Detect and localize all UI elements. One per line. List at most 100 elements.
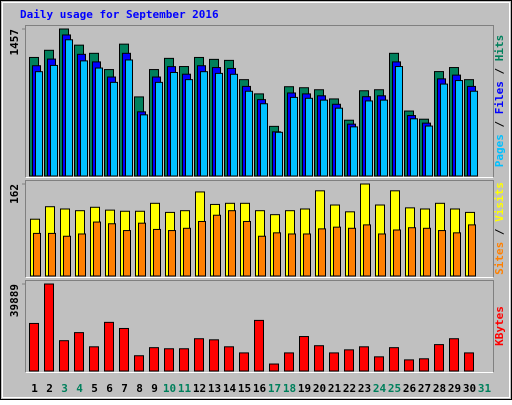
- x-tick-label: 14: [223, 382, 237, 395]
- bar: [438, 230, 446, 277]
- bar: [48, 232, 56, 277]
- bar: [140, 114, 148, 177]
- legend: KBytes: [493, 306, 506, 346]
- bar: [149, 347, 159, 372]
- x-tick-label: 17: [268, 382, 281, 395]
- bar: [119, 327, 129, 372]
- bar: [453, 232, 461, 277]
- bar: [344, 349, 354, 372]
- bar: [449, 338, 459, 372]
- x-tick-label: 31: [478, 382, 492, 395]
- x-tick-label: 5: [91, 382, 98, 395]
- bar: [138, 222, 146, 277]
- bar: [254, 319, 264, 372]
- bar: [185, 79, 193, 177]
- bar: [93, 221, 101, 277]
- bar: [179, 348, 189, 372]
- legend: Sites / Visits: [493, 182, 506, 275]
- bar: [440, 83, 448, 177]
- bar: [224, 346, 234, 372]
- x-tick-label: 7: [121, 382, 128, 395]
- bar: [228, 210, 236, 277]
- bar: [299, 336, 309, 372]
- bar: [468, 224, 476, 277]
- bar: [350, 126, 358, 177]
- bar: [455, 80, 463, 177]
- bar: [44, 283, 54, 372]
- bar: [200, 71, 208, 177]
- chart-title: Daily usage for September 2016: [20, 8, 219, 21]
- legend-separator: /: [493, 222, 506, 242]
- bar: [108, 223, 116, 277]
- bar: [155, 81, 163, 177]
- bar: [78, 233, 86, 277]
- bar: [378, 233, 386, 277]
- y-tick-label: 162: [8, 184, 21, 204]
- bar: [380, 99, 388, 177]
- bar: [164, 348, 174, 372]
- bar: [89, 346, 99, 372]
- x-tick-label: 19: [298, 382, 311, 395]
- bar: [434, 344, 444, 372]
- bar: [275, 131, 283, 177]
- bar: [393, 229, 401, 277]
- bar: [288, 233, 296, 277]
- x-tick-label: 30: [463, 382, 476, 395]
- bar: [365, 100, 373, 177]
- legend-entry: KBytes: [493, 306, 506, 346]
- bar: [168, 230, 176, 277]
- x-tick-label: 4: [76, 382, 83, 395]
- bar: [374, 356, 384, 372]
- legend-separator: /: [493, 114, 506, 134]
- x-tick-label: 24: [373, 382, 387, 395]
- bar: [335, 107, 343, 177]
- x-tick-label: 29: [448, 382, 461, 395]
- bar: [389, 347, 399, 372]
- x-tick-label: 21: [328, 382, 342, 395]
- bar: [153, 228, 161, 277]
- x-tick-label: 22: [343, 382, 356, 395]
- bar: [239, 352, 249, 372]
- bar: [273, 232, 281, 277]
- frame: [2, 2, 510, 398]
- x-tick-label: 3: [61, 382, 68, 395]
- bar: [74, 332, 84, 372]
- bar: [314, 345, 324, 372]
- bar: [359, 346, 369, 372]
- x-tick-label: 8: [136, 382, 143, 395]
- bar: [303, 233, 311, 277]
- bar: [29, 322, 39, 372]
- bar: [425, 125, 433, 177]
- bar: [33, 232, 41, 277]
- x-tick-label: 15: [238, 382, 251, 395]
- bar: [35, 71, 43, 177]
- legend-entry: Sites: [493, 242, 506, 275]
- x-tick-label: 9: [151, 382, 158, 395]
- x-tick-label: 27: [418, 382, 431, 395]
- legend-entry: Visits: [493, 182, 506, 222]
- x-tick-label: 12: [193, 382, 206, 395]
- bar: [408, 227, 416, 277]
- bar: [320, 99, 328, 177]
- x-tick-label: 18: [283, 382, 296, 395]
- bar: [209, 339, 219, 372]
- bar: [213, 214, 221, 277]
- bar: [284, 352, 294, 372]
- bar: [198, 220, 206, 277]
- legend-entry: Files: [493, 81, 506, 114]
- bar: [410, 118, 418, 177]
- bar: [329, 352, 339, 372]
- bar: [269, 363, 279, 372]
- bar: [134, 355, 144, 372]
- legend-entry: Hits: [493, 35, 506, 62]
- bar: [245, 90, 253, 177]
- legend-entry: Pages: [493, 134, 506, 167]
- x-tick-label: 1: [31, 382, 38, 395]
- bar: [395, 66, 403, 177]
- bar: [363, 224, 371, 277]
- bar: [104, 321, 114, 372]
- bar: [65, 39, 73, 177]
- bar: [258, 235, 266, 277]
- bar: [243, 220, 251, 277]
